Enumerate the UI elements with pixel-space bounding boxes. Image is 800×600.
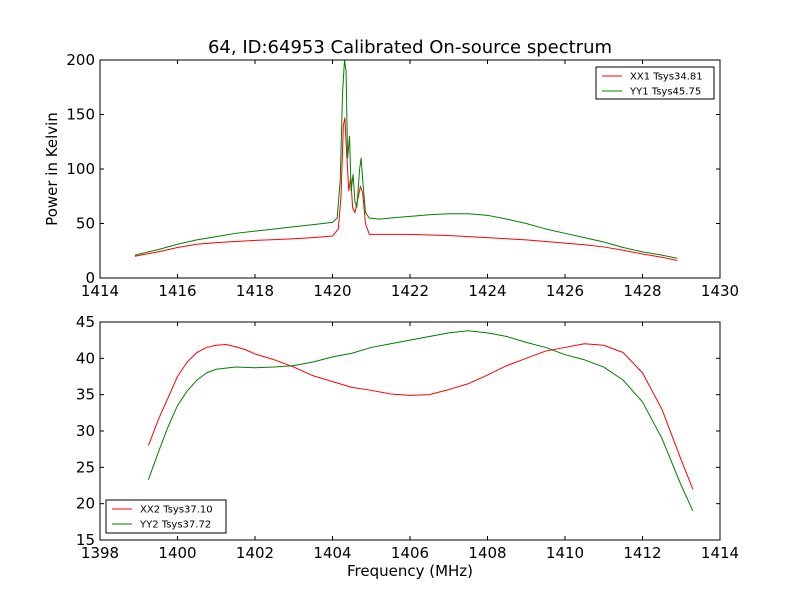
series-line-2-2 bbox=[147, 330, 694, 512]
y-tick-label-1-2: 100 bbox=[66, 160, 95, 178]
y-tick-label-2-6: 45 bbox=[76, 313, 95, 331]
x-axis-label-bottom: Frequency (MHz) bbox=[347, 562, 473, 580]
y-tick-label-1-0: 0 bbox=[85, 269, 95, 287]
x-tick-label-1-4: 1422 bbox=[391, 282, 429, 300]
y-tick-label-1-4: 200 bbox=[66, 51, 95, 69]
x-tick-label-2-6: 1410 bbox=[546, 544, 584, 562]
x-tick-label-1-6: 1426 bbox=[546, 282, 584, 300]
y-tick-label-2-4: 35 bbox=[76, 386, 95, 404]
legend-label-1-2: YY1 Tsys45.75 bbox=[629, 87, 701, 98]
x-tick-label-1-0: 1414 bbox=[81, 282, 119, 300]
x-tick-label-1-2: 1418 bbox=[236, 282, 274, 300]
x-tick-label-2-8: 1414 bbox=[701, 544, 739, 562]
chart-title: 64, ID:64953 Calibrated On-source spectr… bbox=[208, 37, 612, 58]
x-tick-label-2-1: 1400 bbox=[158, 544, 196, 562]
y-tick-label-2-1: 20 bbox=[76, 495, 95, 513]
series-line-1-2 bbox=[134, 59, 678, 259]
y-tick-label-1-1: 50 bbox=[76, 215, 95, 233]
y-tick-label-2-0: 15 bbox=[76, 531, 95, 549]
x-tick-label-1-1: 1416 bbox=[158, 282, 196, 300]
y-tick-label-2-2: 25 bbox=[76, 458, 95, 476]
legend-box-2 bbox=[105, 499, 227, 534]
x-tick-label-2-5: 1408 bbox=[468, 544, 506, 562]
x-tick-label-2-3: 1404 bbox=[313, 544, 351, 562]
legend-label-1-1: XX1 Tsys34.81 bbox=[630, 72, 703, 83]
x-tick-label-1-8: 1430 bbox=[701, 282, 739, 300]
x-tick-label-1-7: 1428 bbox=[623, 282, 661, 300]
y-axis-label-top: Power in Kelvin bbox=[43, 112, 61, 226]
x-tick-label-1-5: 1424 bbox=[468, 282, 506, 300]
x-tick-label-2-2: 1402 bbox=[236, 544, 274, 562]
top-axes: 1414 1416 1418 1420 1422 1424 1426 1428 1430 0 50 1… bbox=[66, 51, 739, 300]
x-tick-label-2-0: 1398 bbox=[81, 544, 119, 562]
legend-label-2-2: YY2 Tsys37.72 bbox=[139, 520, 211, 531]
y-tick-label-1-3: 150 bbox=[66, 106, 95, 124]
legend-box-1 bbox=[595, 66, 715, 100]
legend-label-2-1: XX2 Tsys37.10 bbox=[140, 505, 213, 516]
x-tick-label-2-4: 1406 bbox=[391, 544, 429, 562]
series-line-2-1 bbox=[147, 343, 694, 490]
y-tick-label-2-5: 40 bbox=[76, 349, 95, 367]
x-tick-label-2-7: 1412 bbox=[623, 544, 661, 562]
bottom-axes: 1398 1400 1402 1404 1406 1408 1410 1412 1414 15 20… bbox=[76, 313, 739, 562]
y-tick-label-2-3: 30 bbox=[76, 422, 95, 440]
x-tick-label-1-3: 1420 bbox=[313, 282, 351, 300]
